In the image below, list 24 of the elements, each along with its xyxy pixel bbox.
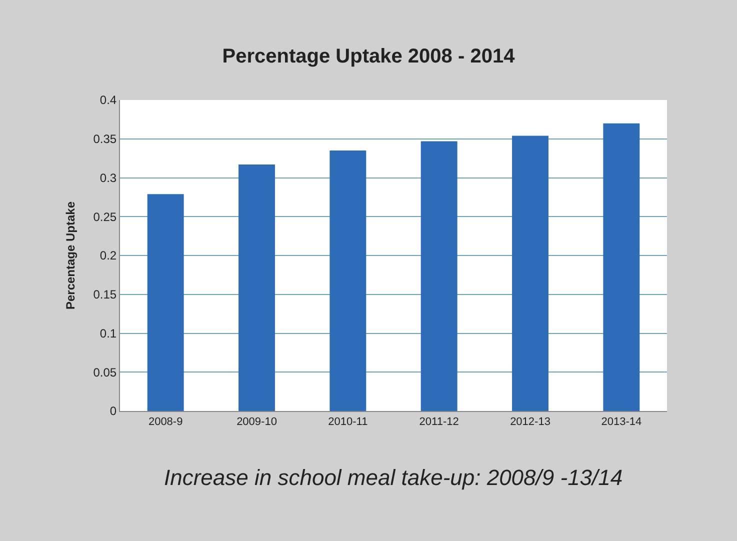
bar [512,136,548,411]
y-tick-label: 0.25 [93,210,117,224]
y-tick-label: 0.2 [100,248,117,263]
y-tick-label: 0.4 [100,93,117,108]
y-tick-label: 0.1 [100,326,117,340]
x-tick-label: 2012-13 [510,416,550,428]
bar [603,123,640,411]
x-tick-label: 2013-14 [601,416,642,428]
chart-title: Percentage Uptake 2008 - 2014 [222,46,516,68]
bar [147,194,184,411]
y-tick-label: 0.35 [93,132,117,146]
bar [330,150,366,411]
y-tick-label: 0.3 [100,170,117,185]
bar [238,164,275,411]
x-tick-label: 2011-12 [419,416,459,428]
x-tick-label: 2009-10 [236,416,277,428]
text: Increase in school meal take-up: 2008/9 -13/14 [164,465,623,490]
y-axis-title: Percentage Uptake [64,201,78,310]
bar [420,141,458,411]
x-tick-label: 2010-11 [328,416,368,428]
x-tick-label: 2008-9 [148,416,183,428]
y-tick-label: 0.15 [93,288,117,302]
y-tick-label: 0.05 [93,365,117,380]
y-tick-label: 0 [110,404,117,418]
